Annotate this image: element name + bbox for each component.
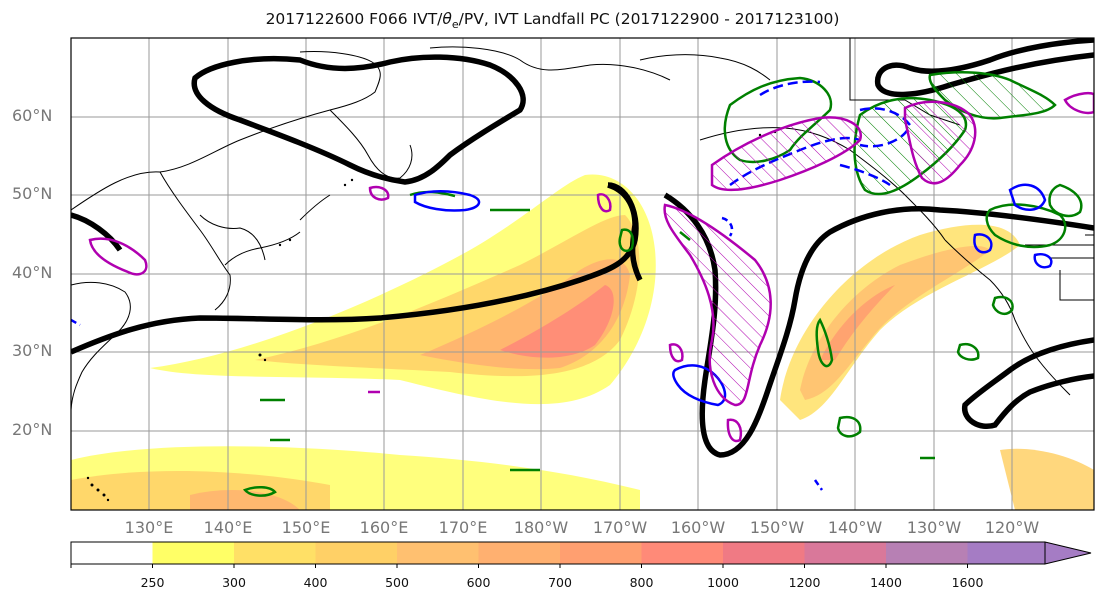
colorbar-segment: [478, 542, 561, 564]
colorbar-label: 400: [303, 575, 328, 590]
lon-label-150w: 150°W: [749, 518, 805, 537]
colorbar-segment: [723, 542, 805, 564]
colorbar-segment-below: [71, 542, 153, 564]
colorbar-label: 300: [222, 575, 246, 590]
colorbar-label: 600: [466, 575, 491, 590]
lon-label-170w: 170°W: [592, 518, 648, 537]
graticule: [71, 38, 1094, 510]
colorbar-segment: [315, 542, 398, 564]
lon-label-130e: 130°E: [124, 518, 174, 537]
colorbar-label: 1400: [870, 575, 902, 590]
colorbar-label: 500: [385, 575, 409, 590]
colorbar-label: 250: [140, 575, 165, 590]
lat-label-30n: 30°N: [12, 341, 53, 360]
lat-label-20n: 20°N: [12, 420, 53, 439]
colorbar-label: 800: [629, 575, 654, 590]
colorbar-segment: [967, 542, 1045, 564]
lon-label-140e: 140°E: [203, 518, 253, 537]
lat-label-50n: 50°N: [12, 184, 53, 203]
coastlines: [71, 38, 1094, 411]
map-frame: [70, 37, 1095, 511]
colorbar-segment: [641, 542, 724, 564]
colorbar: [70, 541, 1092, 568]
lon-label-160w: 160°W: [670, 518, 726, 537]
lat-label-60n: 60°N: [12, 106, 53, 125]
colorbar-outline: [70, 541, 1045, 565]
lon-label-150e: 150°E: [281, 518, 331, 537]
colorbar-label: 700: [548, 575, 572, 590]
colorbar-label: 1600: [951, 575, 984, 590]
colorbar-segment: [804, 542, 887, 564]
colorbar-label: 1200: [788, 575, 821, 590]
colorbar-segment: [560, 542, 642, 564]
colorbar-segment: [234, 542, 316, 564]
lon-label-180w: 180°W: [513, 518, 569, 537]
colorbar-label: 1000: [707, 575, 739, 590]
lon-label-120w: 120°W: [984, 518, 1040, 537]
figure-title: 2017122600 F066 IVT/θe/PV, IVT Landfall …: [265, 10, 840, 32]
lat-label-40n: 40°N: [12, 263, 53, 282]
colorbar-segment: [152, 542, 235, 564]
colorbar-segment: [397, 542, 479, 564]
ivt-shading: [71, 174, 1094, 510]
colorbar-segment: [886, 542, 968, 564]
lon-label-140w: 140°W: [827, 518, 883, 537]
lon-label-160e: 160°E: [359, 518, 409, 537]
ivt-landfall-pc-contours: [71, 38, 1094, 458]
lon-label-170e: 170°E: [438, 518, 488, 537]
lon-label-130w: 130°W: [906, 518, 962, 537]
pv-contours: [88, 91, 1094, 443]
colorbar-extend-arrow: [1044, 541, 1092, 565]
